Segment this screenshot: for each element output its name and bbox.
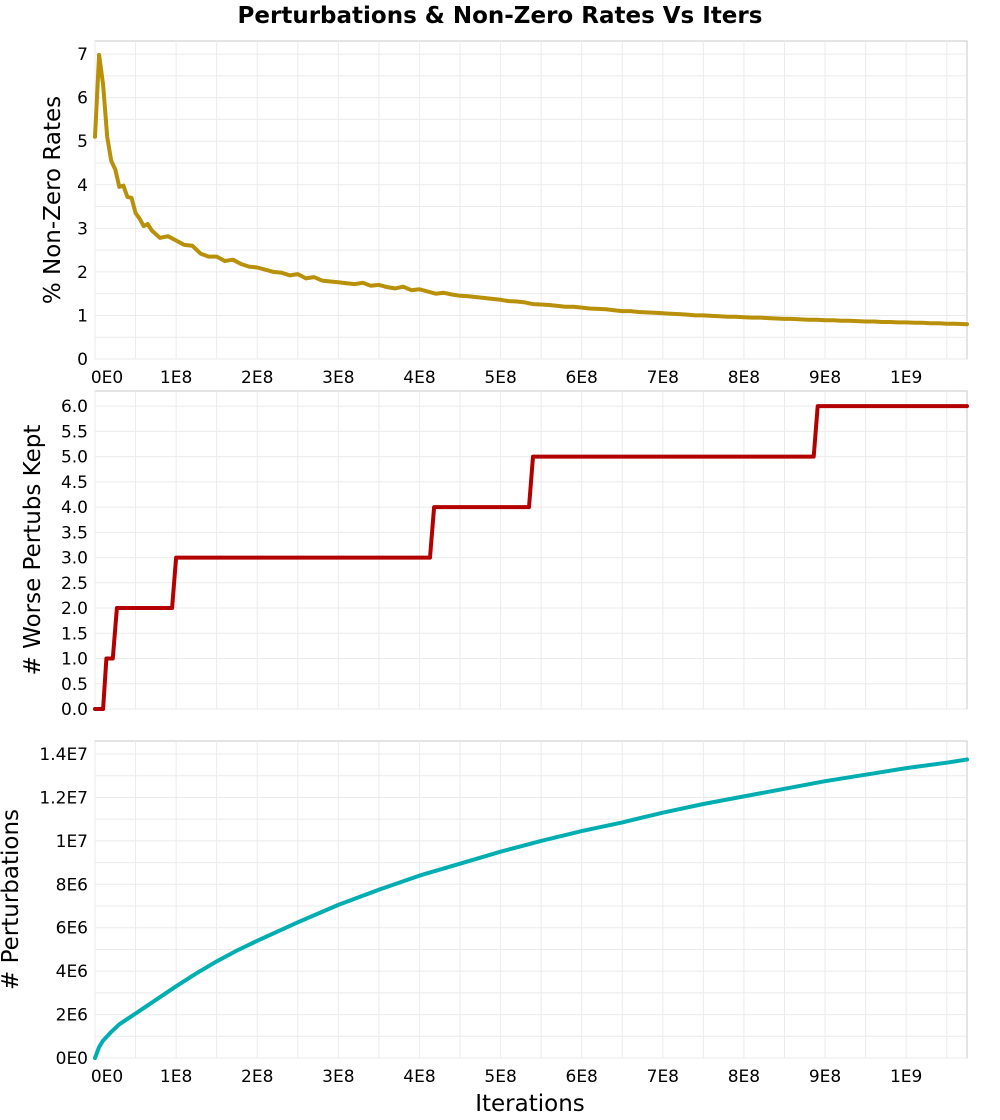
nonzero-rates-panel: 0 1 2 3 4 5 6 7 0E0 1E8 2E8 3E8 4E8 5E8 6E8 7E8 8E8 9E8 1E…	[40, 40, 969, 388]
y-tick-label: 4	[77, 176, 88, 196]
y-tick-label: 6.0	[61, 397, 88, 417]
figure-title: Perturbations & Non-Zero Rates Vs Iters	[238, 3, 763, 29]
x-tick-label: 1E8	[160, 1067, 192, 1087]
x-tick-label: 3E8	[322, 1067, 354, 1087]
y-axis-label: # Worse Pertubs Kept	[20, 425, 46, 676]
x-tick-label: 9E8	[809, 1067, 841, 1087]
series-line	[93, 757, 969, 1060]
x-tick-label: 0E0	[91, 368, 123, 388]
x-tick-label: 0E0	[91, 1067, 123, 1087]
y-tick-label: 6	[77, 89, 88, 109]
x-tick-label: 5E8	[484, 1067, 516, 1087]
y-tick-label: 0.5	[61, 675, 88, 695]
y-axis-label: # Perturbations	[0, 809, 24, 990]
x-tick-label: 8E8	[728, 1067, 760, 1087]
worse-perturbs-panel: 0.0 0.5 1.0 1.5 2.0 2.5 3.0 3.5 4.0 4.5 5.0 5.5 6.0 #…	[20, 390, 969, 720]
y-tick-label: 5.5	[61, 422, 88, 442]
x-tick-label: 2E8	[241, 368, 273, 388]
x-tick-label: 7E8	[647, 368, 679, 388]
y-tick-label: 4.0	[61, 498, 88, 518]
y-tick-label: 1.0	[61, 650, 88, 670]
y-tick-label: 0.0	[61, 700, 88, 720]
x-tick-label: 5E8	[484, 368, 516, 388]
plot-area	[94, 390, 968, 710]
x-tick-label: 2E8	[241, 1067, 273, 1087]
y-tick-label: 6E6	[56, 919, 88, 939]
y-tick-label: 2	[77, 263, 88, 283]
series-line	[93, 404, 969, 711]
y-tick-label: 4E6	[56, 962, 88, 982]
x-tick-label: 6E8	[566, 368, 598, 388]
y-tick-label: 2E6	[56, 1006, 88, 1026]
x-tick-label: 8E8	[728, 368, 760, 388]
y-tick-label: 3.0	[61, 549, 88, 569]
x-tick-label: 4E8	[403, 1067, 435, 1087]
plot-area	[94, 740, 968, 1059]
y-tick-label: 2.5	[61, 574, 88, 594]
y-tick-label: 4.5	[61, 473, 88, 493]
series-line	[93, 52, 969, 327]
y-tick-label: 3	[77, 219, 88, 239]
x-tick-label: 6E8	[566, 1067, 598, 1087]
x-tick-label: 1E9	[890, 1067, 922, 1087]
plot-area	[94, 40, 968, 360]
y-tick-label: 8E6	[56, 875, 88, 895]
y-tick-label: 0E0	[56, 1049, 88, 1069]
x-tick-label: 7E8	[647, 1067, 679, 1087]
y-tick-label: 2.0	[61, 599, 88, 619]
x-tick-label: 1E8	[160, 368, 192, 388]
y-axis-label: % Non-Zero Rates	[40, 96, 66, 304]
x-axis-label: Iterations	[475, 1091, 585, 1117]
y-tick-label: 1	[77, 306, 88, 326]
y-tick-label: 1.4E7	[39, 745, 88, 765]
perturbations-panel: 0E0 2E6 4E6 6E6 8E6 1E7 1.2E7 1.4E7 0E0 1E8 2E8 3E8…	[0, 740, 969, 1087]
y-tick-label: 5.0	[61, 448, 88, 468]
y-tick-label: 1.5	[61, 624, 88, 644]
x-tick-label: 1E9	[890, 368, 922, 388]
x-tick-label: 9E8	[809, 368, 841, 388]
y-tick-label: 1E7	[56, 832, 88, 852]
y-tick-label: 3.5	[61, 523, 88, 543]
x-tick-label: 3E8	[322, 368, 354, 388]
y-tick-label: 5	[77, 132, 88, 152]
y-tick-label: 0	[77, 350, 88, 370]
x-tick-label: 4E8	[403, 368, 435, 388]
y-tick-label: 7	[77, 45, 88, 65]
y-tick-label: 1.2E7	[39, 788, 88, 808]
